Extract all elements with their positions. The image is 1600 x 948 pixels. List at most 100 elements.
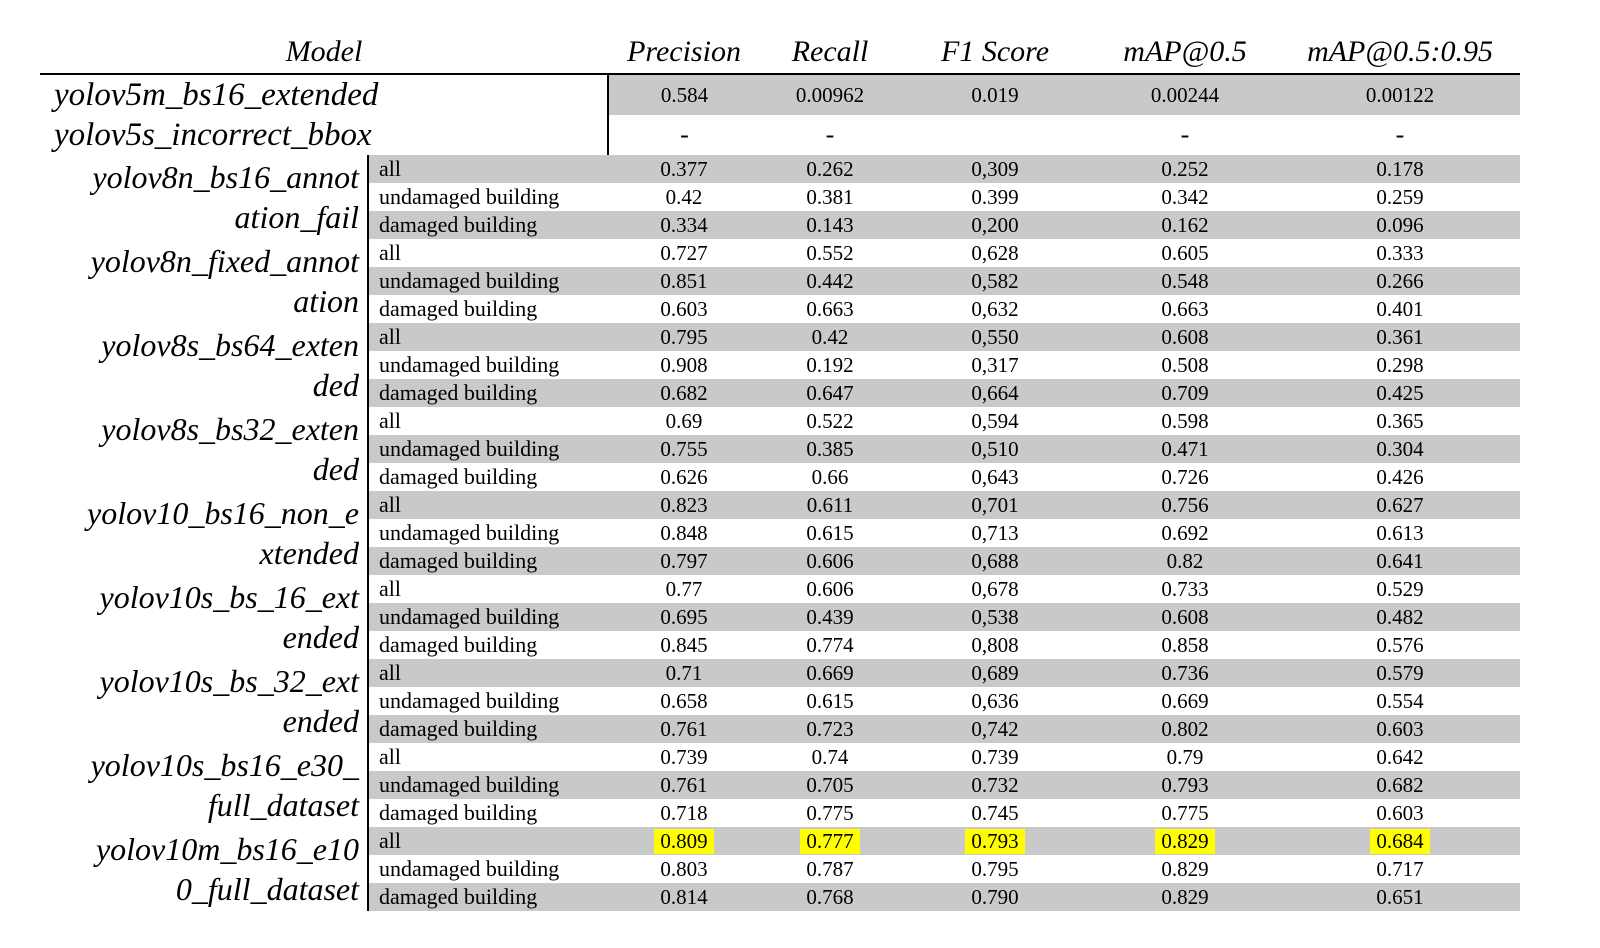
metric-value: 0.598 xyxy=(1161,408,1209,433)
metric-value: 0.579 xyxy=(1376,660,1424,685)
table-row: damaged building 0.603 0.663 0,632 0.663 0.40… xyxy=(40,295,1520,323)
metric-value: 0.814 xyxy=(660,884,708,909)
metric-value: 0,713 xyxy=(971,520,1019,545)
metric-cell: 0.00244 xyxy=(1090,74,1281,115)
metric-value: 0.00122 xyxy=(1365,82,1435,107)
metric-cell: 0.795 xyxy=(608,323,761,351)
metric-value: 0.802 xyxy=(1161,716,1209,741)
metric-cell: 0.522 xyxy=(760,407,900,435)
metric-cell: 0,632 xyxy=(900,295,1090,323)
metric-cell: 0,582 xyxy=(900,267,1091,295)
metric-cell: 0.774 xyxy=(760,631,900,659)
metric-cell: 0.669 xyxy=(1090,687,1280,715)
metric-value: 0,742 xyxy=(971,716,1019,741)
metric-value: 0.663 xyxy=(806,296,854,321)
metric-value: 0.642 xyxy=(1376,744,1424,769)
metric-cell: 0.802 xyxy=(1090,715,1281,743)
metric-value: 0,550 xyxy=(971,324,1019,349)
metric-value: 0.162 xyxy=(1161,212,1209,237)
scope-label: all xyxy=(366,155,609,183)
metric-cell: 0,678 xyxy=(900,575,1090,603)
metric-cell: 0.606 xyxy=(760,575,900,603)
model-name: yolov10s_bs_16_ext ended xyxy=(40,575,368,659)
metric-cell: 0.019 xyxy=(900,74,1091,115)
metric-value: 0.682 xyxy=(1376,772,1424,797)
metric-value: 0.732 xyxy=(971,772,1019,797)
metric-value: 0.143 xyxy=(806,212,854,237)
table-header: Model Precision Recall F1 Score mAP@0.5 … xyxy=(40,26,1521,75)
model-name-line: yolov8n_fixed_annot xyxy=(90,243,359,279)
metric-cell: 0,701 xyxy=(900,491,1091,519)
metric-value: 0.739 xyxy=(971,744,1019,769)
metric-cell: 0.803 xyxy=(608,855,760,883)
table-row: undamaged building 0.848 0.615 0,713 0.692 0.… xyxy=(40,519,1520,547)
metric-cell: 0.615 xyxy=(760,519,900,547)
metric-cell: 0.259 xyxy=(1280,183,1520,211)
model-name-line: 0_full_dataset xyxy=(175,871,359,907)
metric-cell: 0.096 xyxy=(1280,211,1521,239)
metric-value: 0.425 xyxy=(1376,380,1424,405)
metric-cell: 0.695 xyxy=(608,603,761,631)
metric-value: 0.823 xyxy=(660,492,708,517)
metric-cell: 0.605 xyxy=(1090,239,1280,267)
metric-cell: - xyxy=(1280,115,1520,155)
model-name-line: ended xyxy=(282,703,359,739)
metric-value: 0.266 xyxy=(1376,268,1424,293)
metric-cell: 0.756 xyxy=(1090,491,1281,519)
model-name-line: yolov10s_bs16_e30_ xyxy=(90,747,359,783)
metric-cell: 0.584 xyxy=(607,74,761,115)
metric-value: 0.615 xyxy=(806,688,854,713)
metric-cell: 0.745 xyxy=(900,799,1090,827)
metric-value: 0,309 xyxy=(971,156,1019,181)
metric-cell: 0.651 xyxy=(1280,883,1521,911)
metric-cell: 0.641 xyxy=(1280,547,1521,575)
metric-value: 0.669 xyxy=(1161,688,1209,713)
metric-value: 0.615 xyxy=(806,520,854,545)
table-row: yolov10s_bs_16_ext ended all 0.77 0.606 0,678… xyxy=(40,575,1520,659)
metric-cell: 0.736 xyxy=(1090,659,1281,687)
table-row: damaged building 0.334 0.143 0,200 0.162 0.09… xyxy=(40,211,1521,239)
table-row: undamaged building 0.761 0.705 0.732 0.793 0.… xyxy=(40,771,1521,799)
model-name-line: yolov10s_bs_16_ext xyxy=(99,579,360,615)
model-name-line: yolov5s_incorrect_bbox xyxy=(54,117,372,153)
metric-value: 0.333 xyxy=(1376,240,1424,265)
table-row: damaged building 0.845 0.774 0,808 0.858 0.57… xyxy=(40,631,1520,659)
metric-value: 0.845 xyxy=(660,632,708,657)
metric-cell: 0.775 xyxy=(760,799,900,827)
metric-cell: 0.608 xyxy=(1090,603,1281,631)
table-row: undamaged building 0.908 0.192 0,317 0.508 0.… xyxy=(40,351,1520,379)
scope-label: undamaged building xyxy=(366,519,609,547)
metric-value: 0.439 xyxy=(806,604,854,629)
metric-cell: 0.66 xyxy=(760,463,900,491)
metric-cell: 0,628 xyxy=(900,239,1090,267)
model-name-line: yolov5m_bs16_extended xyxy=(54,77,379,113)
metric-value: 0.775 xyxy=(1161,800,1209,825)
metric-cell: 0.793 xyxy=(900,827,1091,855)
table-row: yolov5m_bs16_extended 0.584 0.00962 0.019 0.… xyxy=(40,74,1521,115)
metric-cell: - xyxy=(1090,115,1280,155)
metric-value: 0.775 xyxy=(806,800,854,825)
metric-cell: 0.684 xyxy=(1280,827,1521,855)
metric-value: 0.723 xyxy=(806,716,854,741)
metric-value: 0.733 xyxy=(1161,576,1209,601)
metric-cell: 0.471 xyxy=(1090,435,1281,463)
table-row: damaged building 0.682 0.647 0,664 0.709 0.42… xyxy=(40,379,1521,407)
metric-value: - xyxy=(1180,120,1190,149)
metric-value: 0.755 xyxy=(660,436,708,461)
table-row: yolov10_bs16_non_e xtended all 0.823 0.611 0,… xyxy=(40,491,1521,575)
metric-value: 0.79 xyxy=(1166,744,1204,769)
metric-value: 0.096 xyxy=(1376,212,1424,237)
metric-cell: 0.829 xyxy=(1090,883,1281,911)
metric-cell: 0.908 xyxy=(608,351,760,379)
metric-value: 0.745 xyxy=(971,800,1019,825)
metric-cell: 0.809 xyxy=(608,827,761,855)
metric-cell: 0.723 xyxy=(760,715,901,743)
metric-cell: 0.658 xyxy=(608,687,760,715)
scope-label: undamaged building xyxy=(366,183,609,211)
metric-cell: 0.692 xyxy=(1090,519,1280,547)
metric-value: 0.829 xyxy=(1161,856,1209,881)
metric-cell: 0.663 xyxy=(760,295,900,323)
model-name-line: ded xyxy=(312,367,359,403)
scope-label: all xyxy=(366,239,609,267)
scope-label: damaged building xyxy=(366,631,609,659)
